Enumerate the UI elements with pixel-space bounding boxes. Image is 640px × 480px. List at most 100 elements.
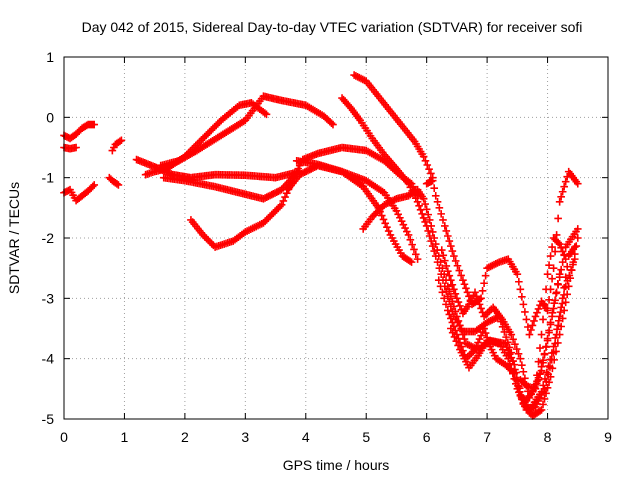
data-point — [277, 201, 286, 209]
data-point — [430, 184, 439, 193]
x-tick-label: 1 — [121, 429, 129, 445]
data-point — [539, 400, 547, 409]
data-point — [444, 282, 452, 291]
y-tick-label: 0 — [46, 109, 54, 125]
data-point — [573, 179, 582, 188]
data-point — [379, 215, 388, 224]
data-point — [563, 290, 571, 299]
data-point — [444, 306, 452, 315]
x-tick-label: 0 — [60, 429, 68, 445]
data-point — [418, 210, 426, 218]
x-axis-label: GPS time / hours — [283, 457, 390, 473]
series-D4 — [447, 243, 579, 414]
data-point — [453, 261, 462, 270]
data-point — [546, 318, 555, 327]
data-point — [558, 294, 567, 303]
data-point — [537, 406, 546, 414]
data-point — [440, 270, 448, 278]
data-point — [442, 262, 451, 270]
data-point — [567, 266, 576, 274]
data-point — [90, 120, 99, 129]
series-A1 — [60, 120, 99, 143]
data-point — [516, 354, 525, 363]
data-point — [558, 187, 567, 196]
data-point — [435, 204, 444, 212]
data-point — [383, 223, 391, 232]
data-point — [514, 350, 523, 358]
data-point — [524, 323, 532, 331]
data-point — [551, 339, 559, 348]
data-point — [555, 312, 564, 321]
data-point — [279, 197, 288, 205]
data-point — [561, 273, 570, 282]
data-point — [450, 333, 459, 341]
data-point — [481, 329, 490, 337]
data-point — [546, 363, 554, 371]
data-point — [433, 198, 442, 206]
data-point — [436, 258, 445, 266]
data-point — [440, 294, 448, 303]
data-point — [540, 385, 549, 393]
data-point — [533, 371, 541, 380]
data-point — [477, 304, 485, 313]
data-point — [509, 335, 517, 344]
x-tick-label: 6 — [423, 429, 431, 445]
y-tick-label: 1 — [46, 49, 54, 65]
data-point — [569, 258, 578, 266]
y-tick-label: -5 — [42, 411, 55, 427]
data-point — [450, 252, 458, 260]
data-point — [377, 211, 386, 220]
data-point — [90, 181, 99, 189]
series-B4 — [159, 172, 298, 203]
data-point — [448, 247, 457, 255]
data-point — [542, 377, 551, 386]
data-point — [555, 198, 564, 206]
data-point — [525, 330, 534, 339]
data-point — [544, 370, 552, 379]
data-point — [431, 191, 440, 200]
x-tick-label: 4 — [302, 429, 310, 445]
data-point — [537, 330, 546, 339]
data-point — [518, 361, 526, 370]
data-point — [425, 216, 434, 224]
data-point — [439, 216, 447, 224]
data-point — [421, 200, 429, 208]
data-point — [281, 193, 289, 201]
data-point — [424, 227, 432, 235]
data-point — [531, 385, 540, 393]
data-point — [528, 321, 537, 330]
data-point — [425, 232, 434, 240]
data-point — [404, 231, 413, 239]
data-markers — [60, 71, 582, 420]
x-tick-label: 5 — [362, 429, 370, 445]
data-point — [555, 270, 564, 278]
data-point — [450, 302, 458, 311]
data-point — [457, 271, 465, 280]
series-A5 — [108, 136, 126, 155]
data-point — [424, 210, 432, 219]
data-point — [573, 225, 582, 233]
data-point — [471, 288, 479, 297]
data-point — [554, 280, 562, 288]
data-point — [448, 328, 457, 337]
data-point — [456, 321, 464, 330]
data-point — [507, 330, 516, 339]
data-point — [459, 330, 467, 339]
data-point — [117, 136, 126, 145]
data-point — [437, 210, 445, 218]
data-point — [406, 236, 415, 244]
data-point — [511, 340, 519, 348]
data-point — [447, 276, 455, 285]
data-point — [427, 237, 435, 245]
data-point — [436, 282, 445, 291]
data-point — [416, 206, 425, 214]
data-point — [451, 307, 460, 316]
data-point — [427, 169, 435, 178]
series-A4 — [105, 173, 123, 189]
data-point — [434, 276, 443, 285]
data-point — [549, 264, 558, 272]
data-point — [513, 270, 522, 278]
data-point — [512, 345, 521, 353]
data-point — [557, 192, 565, 201]
